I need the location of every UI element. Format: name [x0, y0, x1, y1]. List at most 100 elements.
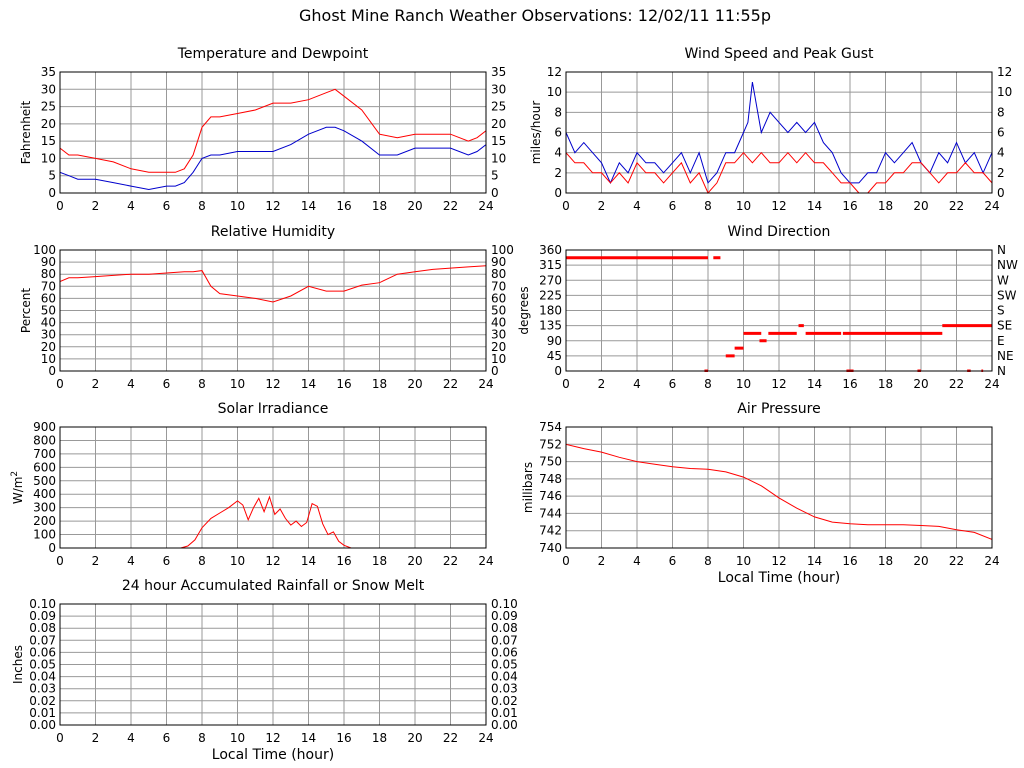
y-tick-label: 748	[539, 472, 562, 486]
x-tick-label: 14	[301, 554, 316, 568]
x-tick-label: 0	[56, 731, 64, 745]
right-tick-label: 6	[997, 126, 1005, 140]
x-tick-label: 18	[878, 377, 893, 391]
wind-speed-frame	[565, 71, 993, 194]
x-tick-label: 8	[198, 199, 206, 213]
x-tick-label: 12	[771, 554, 786, 568]
x-tick-label: 16	[842, 199, 857, 213]
rainfall-ylabel: Inches	[11, 645, 25, 684]
right-tick-label: 8	[997, 105, 1005, 119]
wind-direction-ylabel: degrees	[517, 286, 531, 334]
right-tick-label: 0	[491, 364, 499, 378]
x-tick-label: 22	[443, 554, 458, 568]
right-tick-label: 0	[491, 186, 499, 200]
x-tick-label: 8	[198, 731, 206, 745]
right-tick-label: 0.00	[491, 718, 518, 732]
x-tick-label: 18	[372, 377, 387, 391]
x-tick-label: 16	[336, 554, 351, 568]
right-tick-label: 80	[491, 267, 506, 281]
y-tick-label: 800	[33, 433, 56, 447]
wind-speed-series-1-line	[566, 151, 992, 194]
right-tick-label: 90	[491, 255, 506, 269]
x-tick-label: 16	[842, 377, 857, 391]
pressure-series-0-line	[566, 443, 992, 540]
y-tick-label: 270	[539, 273, 562, 287]
wind-speed-ylabel: miles/hour	[529, 101, 543, 165]
wind-direction-title: Wind Direction	[728, 224, 831, 240]
x-tick-label: 12	[771, 199, 786, 213]
y-tick-label: 0.06	[29, 645, 56, 659]
y-tick-label: 10	[41, 352, 56, 366]
page-title: Ghost Mine Ranch Weather Observations: 1…	[299, 6, 771, 25]
y-tick-label: 0.10	[29, 597, 56, 611]
right-tick-label: 40	[491, 316, 506, 330]
y-tick-label: 30	[41, 328, 56, 342]
y-tick-label: 8	[554, 105, 562, 119]
y-tick-label: 0.02	[29, 694, 56, 708]
x-tick-label: 20	[407, 199, 422, 213]
y-tick-label: 35	[41, 65, 56, 79]
x-tick-label: 8	[704, 199, 712, 213]
x-tick-label: 6	[669, 377, 677, 391]
x-tick-label: 6	[163, 554, 171, 568]
right-tick-label: 0.10	[491, 597, 518, 611]
right-tick-label: 5	[491, 169, 499, 183]
x-tick-label: 2	[92, 377, 100, 391]
right-tick-label: E	[997, 334, 1005, 348]
x-tick-label: 4	[127, 554, 135, 568]
x-tick-label: 0	[56, 199, 64, 213]
x-tick-label: 18	[372, 554, 387, 568]
x-tick-label: 22	[949, 199, 964, 213]
right-tick-label: SE	[997, 319, 1012, 333]
pressure-xlabel: Local Time (hour)	[718, 570, 840, 586]
y-tick-label: 135	[539, 319, 562, 333]
y-tick-label: 0	[48, 364, 56, 378]
x-tick-label: 8	[198, 554, 206, 568]
x-tick-label: 0	[562, 377, 570, 391]
pressure-ylabel: millibars	[521, 462, 535, 513]
y-tick-label: 10	[41, 151, 56, 165]
x-tick-label: 12	[265, 377, 280, 391]
y-tick-label: 0	[48, 541, 56, 555]
wind-speed-title: Wind Speed and Peak Gust	[685, 46, 874, 62]
y-tick-label: 0.09	[29, 609, 56, 623]
temperature-ylabel: Fahrenheit	[19, 100, 33, 164]
rainfall-chart: 24 hour Accumulated Rainfall or Snow Mel…	[11, 578, 518, 763]
x-tick-label: 24	[478, 377, 493, 391]
x-tick-label: 2	[598, 199, 606, 213]
y-tick-label: 225	[539, 288, 562, 302]
right-tick-label: 30	[491, 82, 506, 96]
right-tick-label: 0	[997, 186, 1005, 200]
y-tick-label: 0	[48, 186, 56, 200]
y-tick-label: 750	[539, 455, 562, 469]
x-tick-label: 16	[842, 554, 857, 568]
x-tick-label: 4	[127, 377, 135, 391]
y-tick-label: 20	[41, 117, 56, 131]
solar-ylabel: W/m2	[10, 471, 25, 504]
x-tick-label: 20	[407, 554, 422, 568]
right-tick-label: 20	[491, 340, 506, 354]
x-tick-label: 12	[265, 554, 280, 568]
y-tick-label: 500	[33, 474, 56, 488]
x-tick-label: 12	[265, 731, 280, 745]
temperature-plot-area	[60, 88, 486, 191]
right-tick-label: 0.06	[491, 645, 518, 659]
y-tick-label: 754	[539, 420, 562, 434]
right-tick-label: 0.05	[491, 658, 518, 672]
x-tick-label: 18	[878, 554, 893, 568]
x-tick-label: 2	[92, 731, 100, 745]
x-tick-label: 24	[478, 554, 493, 568]
right-tick-label: 0.03	[491, 682, 518, 696]
x-tick-label: 22	[443, 731, 458, 745]
x-tick-label: 16	[336, 377, 351, 391]
y-tick-label: 360	[539, 243, 562, 257]
x-tick-label: 8	[198, 377, 206, 391]
x-tick-label: 4	[127, 731, 135, 745]
right-tick-label: 30	[491, 328, 506, 342]
solar-plot-area	[60, 495, 486, 549]
y-tick-label: 744	[539, 506, 562, 520]
